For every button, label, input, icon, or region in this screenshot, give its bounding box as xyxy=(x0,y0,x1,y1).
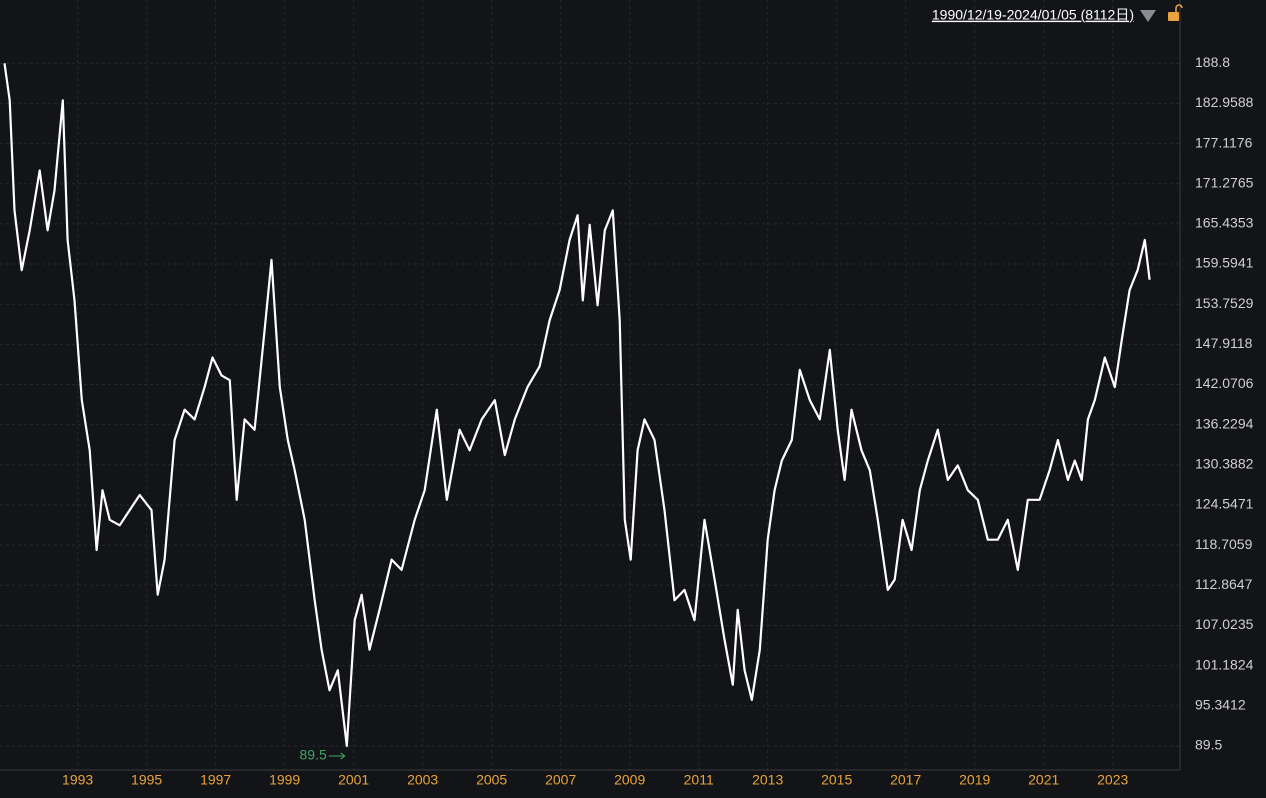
x-tick-label: 2023 xyxy=(1097,772,1128,788)
x-tick-label: 2017 xyxy=(890,772,921,788)
y-tick-label: 153.7529 xyxy=(1195,295,1254,311)
y-tick-label: 171.2765 xyxy=(1195,174,1254,190)
x-tick-label: 1995 xyxy=(131,772,162,788)
x-tick-label: 2015 xyxy=(821,772,852,788)
grid xyxy=(0,0,1180,770)
y-tick-label: 112.8647 xyxy=(1195,576,1253,592)
y-tick-label: 95.3412 xyxy=(1195,696,1246,712)
y-tick-label: 165.4353 xyxy=(1195,215,1254,231)
dropdown-icon[interactable] xyxy=(1140,10,1156,22)
y-tick-label: 177.1176 xyxy=(1195,134,1253,150)
y-tick-label: 107.0235 xyxy=(1195,616,1254,632)
x-tick-label: 2003 xyxy=(407,772,438,788)
x-tick-label: 2021 xyxy=(1028,772,1059,788)
y-tick-label: 142.0706 xyxy=(1195,375,1254,391)
y-tick-label: 124.5471 xyxy=(1195,496,1254,512)
x-tick-label: 2019 xyxy=(959,772,990,788)
y-tick-label: 159.5941 xyxy=(1195,255,1254,271)
y-tick-label: 188.8 xyxy=(1195,54,1230,70)
annotation-arrow-head xyxy=(340,752,346,760)
y-tick-label: 136.2294 xyxy=(1195,415,1254,431)
price-line xyxy=(3,63,1151,747)
date-range[interactable]: 1990/12/19-2024/01/05 (8112日) xyxy=(932,7,1134,23)
x-tick-label: 1999 xyxy=(269,772,300,788)
y-tick-label: 101.1824 xyxy=(1195,656,1254,672)
min-annotation: 89.5 xyxy=(300,747,327,763)
y-tick-label: 130.3882 xyxy=(1195,456,1254,472)
x-tick-label: 2001 xyxy=(338,772,369,788)
y-tick-label: 118.7059 xyxy=(1195,536,1253,552)
x-tick-label: 2005 xyxy=(476,772,507,788)
y-tick-label: 182.9588 xyxy=(1195,94,1254,110)
x-tick-label: 2009 xyxy=(614,772,645,788)
y-tick-label: 89.5 xyxy=(1195,737,1222,753)
y-tick-label: 147.9118 xyxy=(1195,335,1253,351)
x-tick-label: 2007 xyxy=(545,772,576,788)
x-tick-label: 2011 xyxy=(684,772,714,788)
x-tick-label: 1993 xyxy=(62,772,93,788)
x-tick-label: 2013 xyxy=(752,772,783,788)
x-tick-label: 1997 xyxy=(200,772,231,788)
lock-icon[interactable] xyxy=(1168,4,1183,21)
